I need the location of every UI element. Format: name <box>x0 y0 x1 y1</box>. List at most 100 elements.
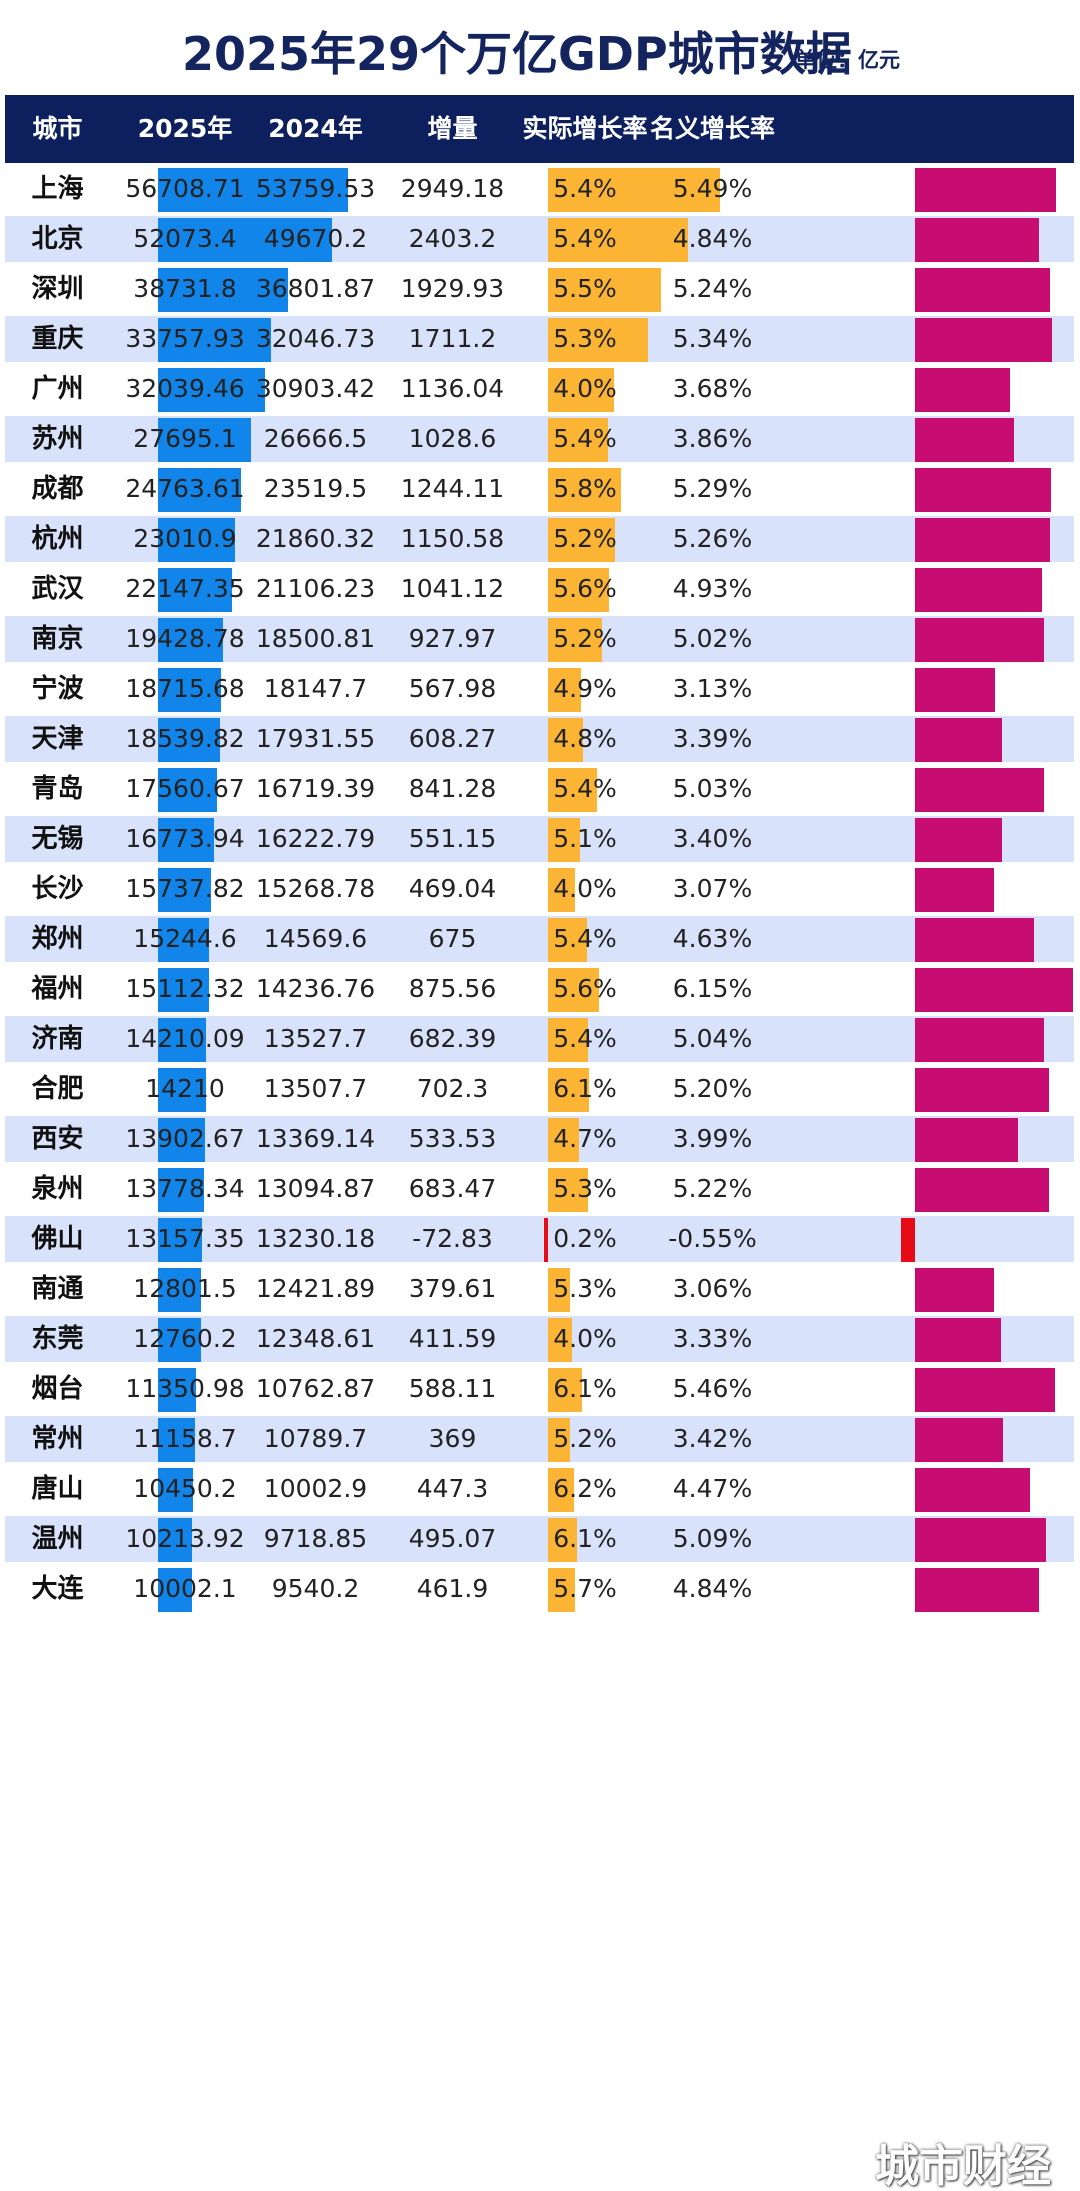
real-growth-cell: 5.5% <box>553 274 617 303</box>
increase-bar <box>548 818 581 862</box>
gdp-2024-cell: 13507.7 <box>263 1074 368 1103</box>
gdp-2025-bar <box>158 568 233 612</box>
city-cell: 上海 <box>31 174 84 204</box>
nominal-growth-bar <box>915 818 1003 862</box>
gdp-2024-cell: 18147.7 <box>263 674 368 703</box>
gdp-2025-cell: 13778.34 <box>125 1174 245 1203</box>
increase-bar <box>548 918 588 962</box>
nominal-growth-bar <box>915 468 1051 512</box>
increase-bar <box>548 1318 572 1362</box>
increase-bar <box>548 1518 577 1562</box>
city-cell: 济南 <box>31 1024 84 1054</box>
nominal-growth-cell: 5.26% <box>672 524 753 553</box>
header-nominal-growth: 名义增长率 <box>650 114 776 143</box>
gdp-2024-cell: 14569.6 <box>263 924 368 953</box>
increase-bar <box>548 418 608 462</box>
gdp-2024-cell: 49670.2 <box>263 224 368 253</box>
real-growth-cell: 4.9% <box>553 674 617 703</box>
gdp-2024-cell: 21860.32 <box>255 524 376 553</box>
increase-bar <box>548 1268 571 1312</box>
real-growth-cell: 5.4% <box>553 174 617 203</box>
gdp-2025-cell: 15112.32 <box>125 974 245 1003</box>
nominal-growth-cell: 3.13% <box>672 674 753 703</box>
nominal-growth-bar <box>915 1018 1045 1062</box>
gdp-2025-bar <box>158 1418 196 1462</box>
increase-bar <box>548 618 603 662</box>
city-cell: 泉州 <box>31 1174 84 1204</box>
gdp-2024-cell: 9718.85 <box>263 1524 368 1553</box>
real-growth-cell: 5.7% <box>553 1574 617 1603</box>
gdp-2024-cell: 53759.53 <box>255 174 376 203</box>
city-cell: 深圳 <box>31 274 84 304</box>
real-growth-cell: 5.8% <box>553 474 617 503</box>
city-cell: 重庆 <box>31 324 84 354</box>
increase-cell: 1244.11 <box>400 474 505 503</box>
nominal-growth-bar <box>915 218 1040 262</box>
nominal-growth-cell: 5.04% <box>672 1024 753 1053</box>
gdp-2024-cell: 16719.39 <box>255 774 376 803</box>
increase-cell: 1136.04 <box>400 374 505 403</box>
nominal-growth-cell: 5.03% <box>672 774 753 803</box>
increase-cell: 369 <box>428 1424 477 1453</box>
nominal-growth-cell: 3.99% <box>672 1124 753 1153</box>
nominal-growth-bar <box>915 1068 1049 1112</box>
chart-title: 2025年29个万亿GDP城市数据 <box>182 27 852 81</box>
nominal-growth-cell: 4.84% <box>672 1574 753 1603</box>
gdp-2024-cell: 36801.87 <box>255 274 376 303</box>
city-cell: 青岛 <box>31 774 84 804</box>
gdp-2025-bar <box>158 1118 205 1162</box>
increase-cell: 683.47 <box>408 1174 497 1203</box>
gdp-2024-cell: 13230.18 <box>255 1224 376 1253</box>
nominal-growth-bar <box>915 418 1015 462</box>
gdp-2025-cell: 24763.61 <box>125 474 245 503</box>
nominal-growth-cell: 5.29% <box>672 474 753 503</box>
city-cell: 福州 <box>31 974 84 1004</box>
nominal-growth-bar <box>915 668 996 712</box>
increase-cell: 608.27 <box>408 724 497 753</box>
increase-bar <box>548 468 621 512</box>
real-growth-cell: 6.1% <box>553 1374 617 1403</box>
nominal-growth-cell: -0.55% <box>668 1224 757 1253</box>
city-cell: 南京 <box>31 624 84 654</box>
nominal-growth-cell: 3.68% <box>672 374 753 403</box>
real-growth-cell: 5.2% <box>553 524 617 553</box>
nominal-growth-cell: 5.20% <box>672 1074 753 1103</box>
increase-cell: 1929.93 <box>400 274 505 303</box>
gdp-2025-bar <box>158 1068 206 1112</box>
gdp-2024-cell: 32046.73 <box>255 324 376 353</box>
nominal-growth-cell: 5.02% <box>672 624 753 653</box>
nominal-growth-cell: 5.22% <box>672 1174 753 1203</box>
nominal-growth-bar <box>915 318 1053 362</box>
gdp-2025-cell: 14210 <box>145 1074 225 1103</box>
nominal-growth-bar <box>915 918 1034 962</box>
real-growth-cell: 4.7% <box>553 1124 617 1153</box>
nominal-growth-bar <box>915 1118 1018 1162</box>
increase-cell: 675 <box>428 924 477 953</box>
increase-cell: 447.3 <box>416 1474 489 1503</box>
increase-bar <box>544 1218 548 1262</box>
increase-bar <box>548 1368 583 1412</box>
gdp-2025-bar <box>158 668 221 712</box>
gdp-2025-bar <box>158 868 211 912</box>
nominal-growth-bar <box>915 368 1010 412</box>
increase-bar <box>548 518 616 562</box>
city-cell: 杭州 <box>31 524 84 554</box>
nominal-growth-bar <box>915 1368 1056 1412</box>
increase-bar <box>548 1468 575 1512</box>
gdp-2025-cell: 12760.2 <box>133 1324 237 1353</box>
real-growth-cell: 4.8% <box>553 724 617 753</box>
header-city: 城市 <box>32 114 83 143</box>
nominal-growth-cell: 5.46% <box>672 1374 753 1403</box>
real-growth-cell: 5.3% <box>553 324 617 353</box>
nominal-growth-cell: 6.15% <box>672 974 753 1003</box>
nominal-growth-cell: 5.34% <box>672 324 753 353</box>
nominal-growth-bar <box>915 1268 994 1312</box>
increase-cell: 1711.2 <box>408 324 497 353</box>
increase-cell: 1041.12 <box>400 574 505 603</box>
city-cell: 东莞 <box>31 1324 84 1354</box>
gdp-2025-bar <box>158 318 272 362</box>
increase-cell: 588.11 <box>408 1374 497 1403</box>
gdp-2025-bar <box>158 418 251 462</box>
gdp-2025-bar <box>158 1518 193 1562</box>
real-growth-cell: 5.4% <box>553 924 617 953</box>
